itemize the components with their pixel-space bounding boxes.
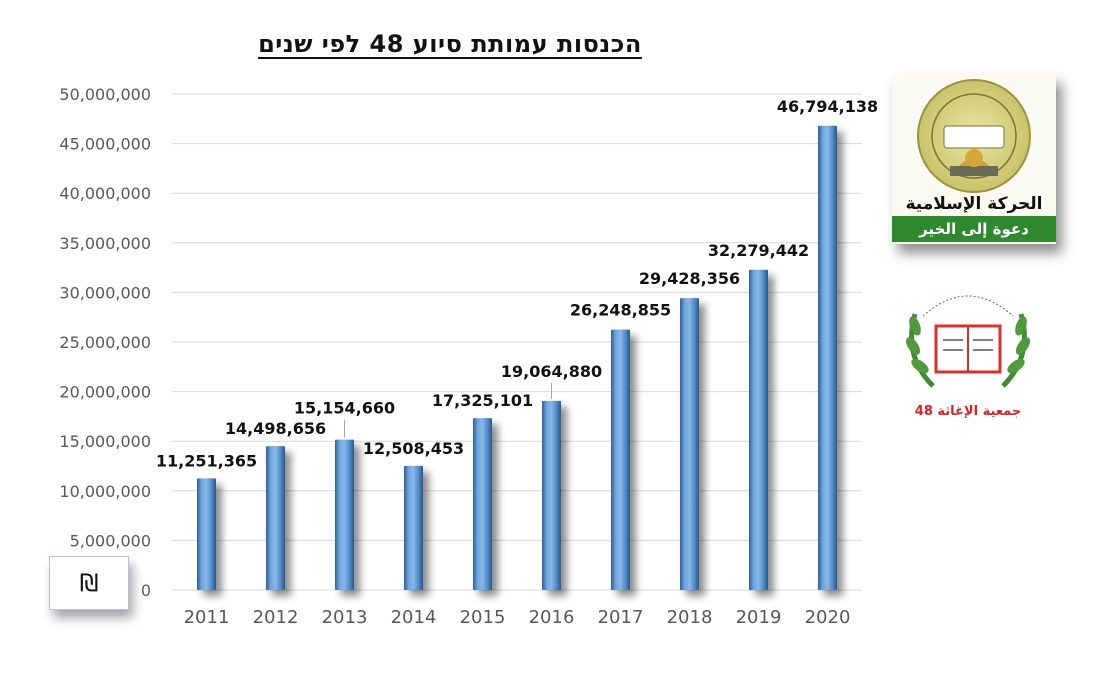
y-tick-label: 20,000,000 (59, 383, 151, 402)
data-label: 46,794,138 (777, 97, 878, 116)
data-label: 14,498,656 (225, 419, 326, 438)
y-tick-label: 35,000,000 (59, 234, 151, 253)
currency-symbol-box: ₪ (49, 556, 129, 610)
bar-2014 (404, 465, 423, 590)
data-label: 15,154,660 (294, 399, 395, 418)
x-tick-label: 2012 (253, 607, 299, 628)
y-tick-label: 45,000,000 (59, 135, 151, 154)
bar-2012 (266, 446, 285, 590)
x-tick-label: 2013 (322, 607, 368, 628)
shekel-icon: ₪ (79, 569, 99, 597)
chart-title: הכנסות עמותת סיוע 48 לפי שנים (258, 30, 642, 58)
relief-society-name: جمعية الإغاثة 48 (914, 404, 1022, 419)
bar-2016 (542, 400, 561, 590)
y-tick-label: 0 (141, 581, 151, 600)
bar-2020 (818, 125, 837, 590)
data-label: 12,508,453 (363, 439, 464, 458)
seal-emblem-icon (917, 79, 1031, 193)
laurel-book-emblem-icon (905, 295, 1031, 388)
bar-2019 (749, 269, 768, 590)
y-tick-label: 40,000,000 (59, 184, 151, 203)
x-tick-label: 2019 (736, 607, 782, 628)
bar-2011 (197, 478, 216, 590)
x-tick-label: 2020 (805, 607, 851, 628)
y-tick-label: 25,000,000 (59, 333, 151, 352)
data-label: 26,248,855 (570, 301, 671, 320)
data-label: 19,064,880 (501, 362, 602, 381)
data-label: 32,279,442 (708, 241, 809, 260)
x-tick-label: 2016 (529, 607, 575, 628)
bar-2013 (335, 439, 354, 590)
x-tick-label: 2017 (598, 607, 644, 628)
x-tick-label: 2015 (460, 607, 506, 628)
x-tick-label: 2018 (667, 607, 713, 628)
bar-2015 (473, 418, 492, 590)
y-tick-label: 5,000,000 (70, 531, 151, 550)
islamic-movement-logo: الحركة الإسلامية دعوة إلى الخير (892, 74, 1056, 244)
x-tick-label: 2014 (391, 607, 437, 628)
y-tick-label: 30,000,000 (59, 283, 151, 302)
y-tick-label: 10,000,000 (59, 482, 151, 501)
bar-2017 (611, 329, 630, 590)
data-label: 29,428,356 (639, 269, 740, 288)
y-tick-label: 15,000,000 (59, 432, 151, 451)
x-tick-label: 2011 (184, 607, 230, 628)
y-tick-label: 50,000,000 (59, 85, 151, 104)
data-label: 11,251,365 (156, 451, 257, 470)
data-label: 17,325,101 (432, 391, 533, 410)
islamic-movement-name: الحركة الإسلامية (905, 194, 1043, 214)
islamic-movement-slogan: دعوة إلى الخير (892, 216, 1056, 242)
relief-society-logo: جمعية الإغاثة 48 (893, 276, 1043, 426)
bar-2018 (680, 298, 699, 590)
